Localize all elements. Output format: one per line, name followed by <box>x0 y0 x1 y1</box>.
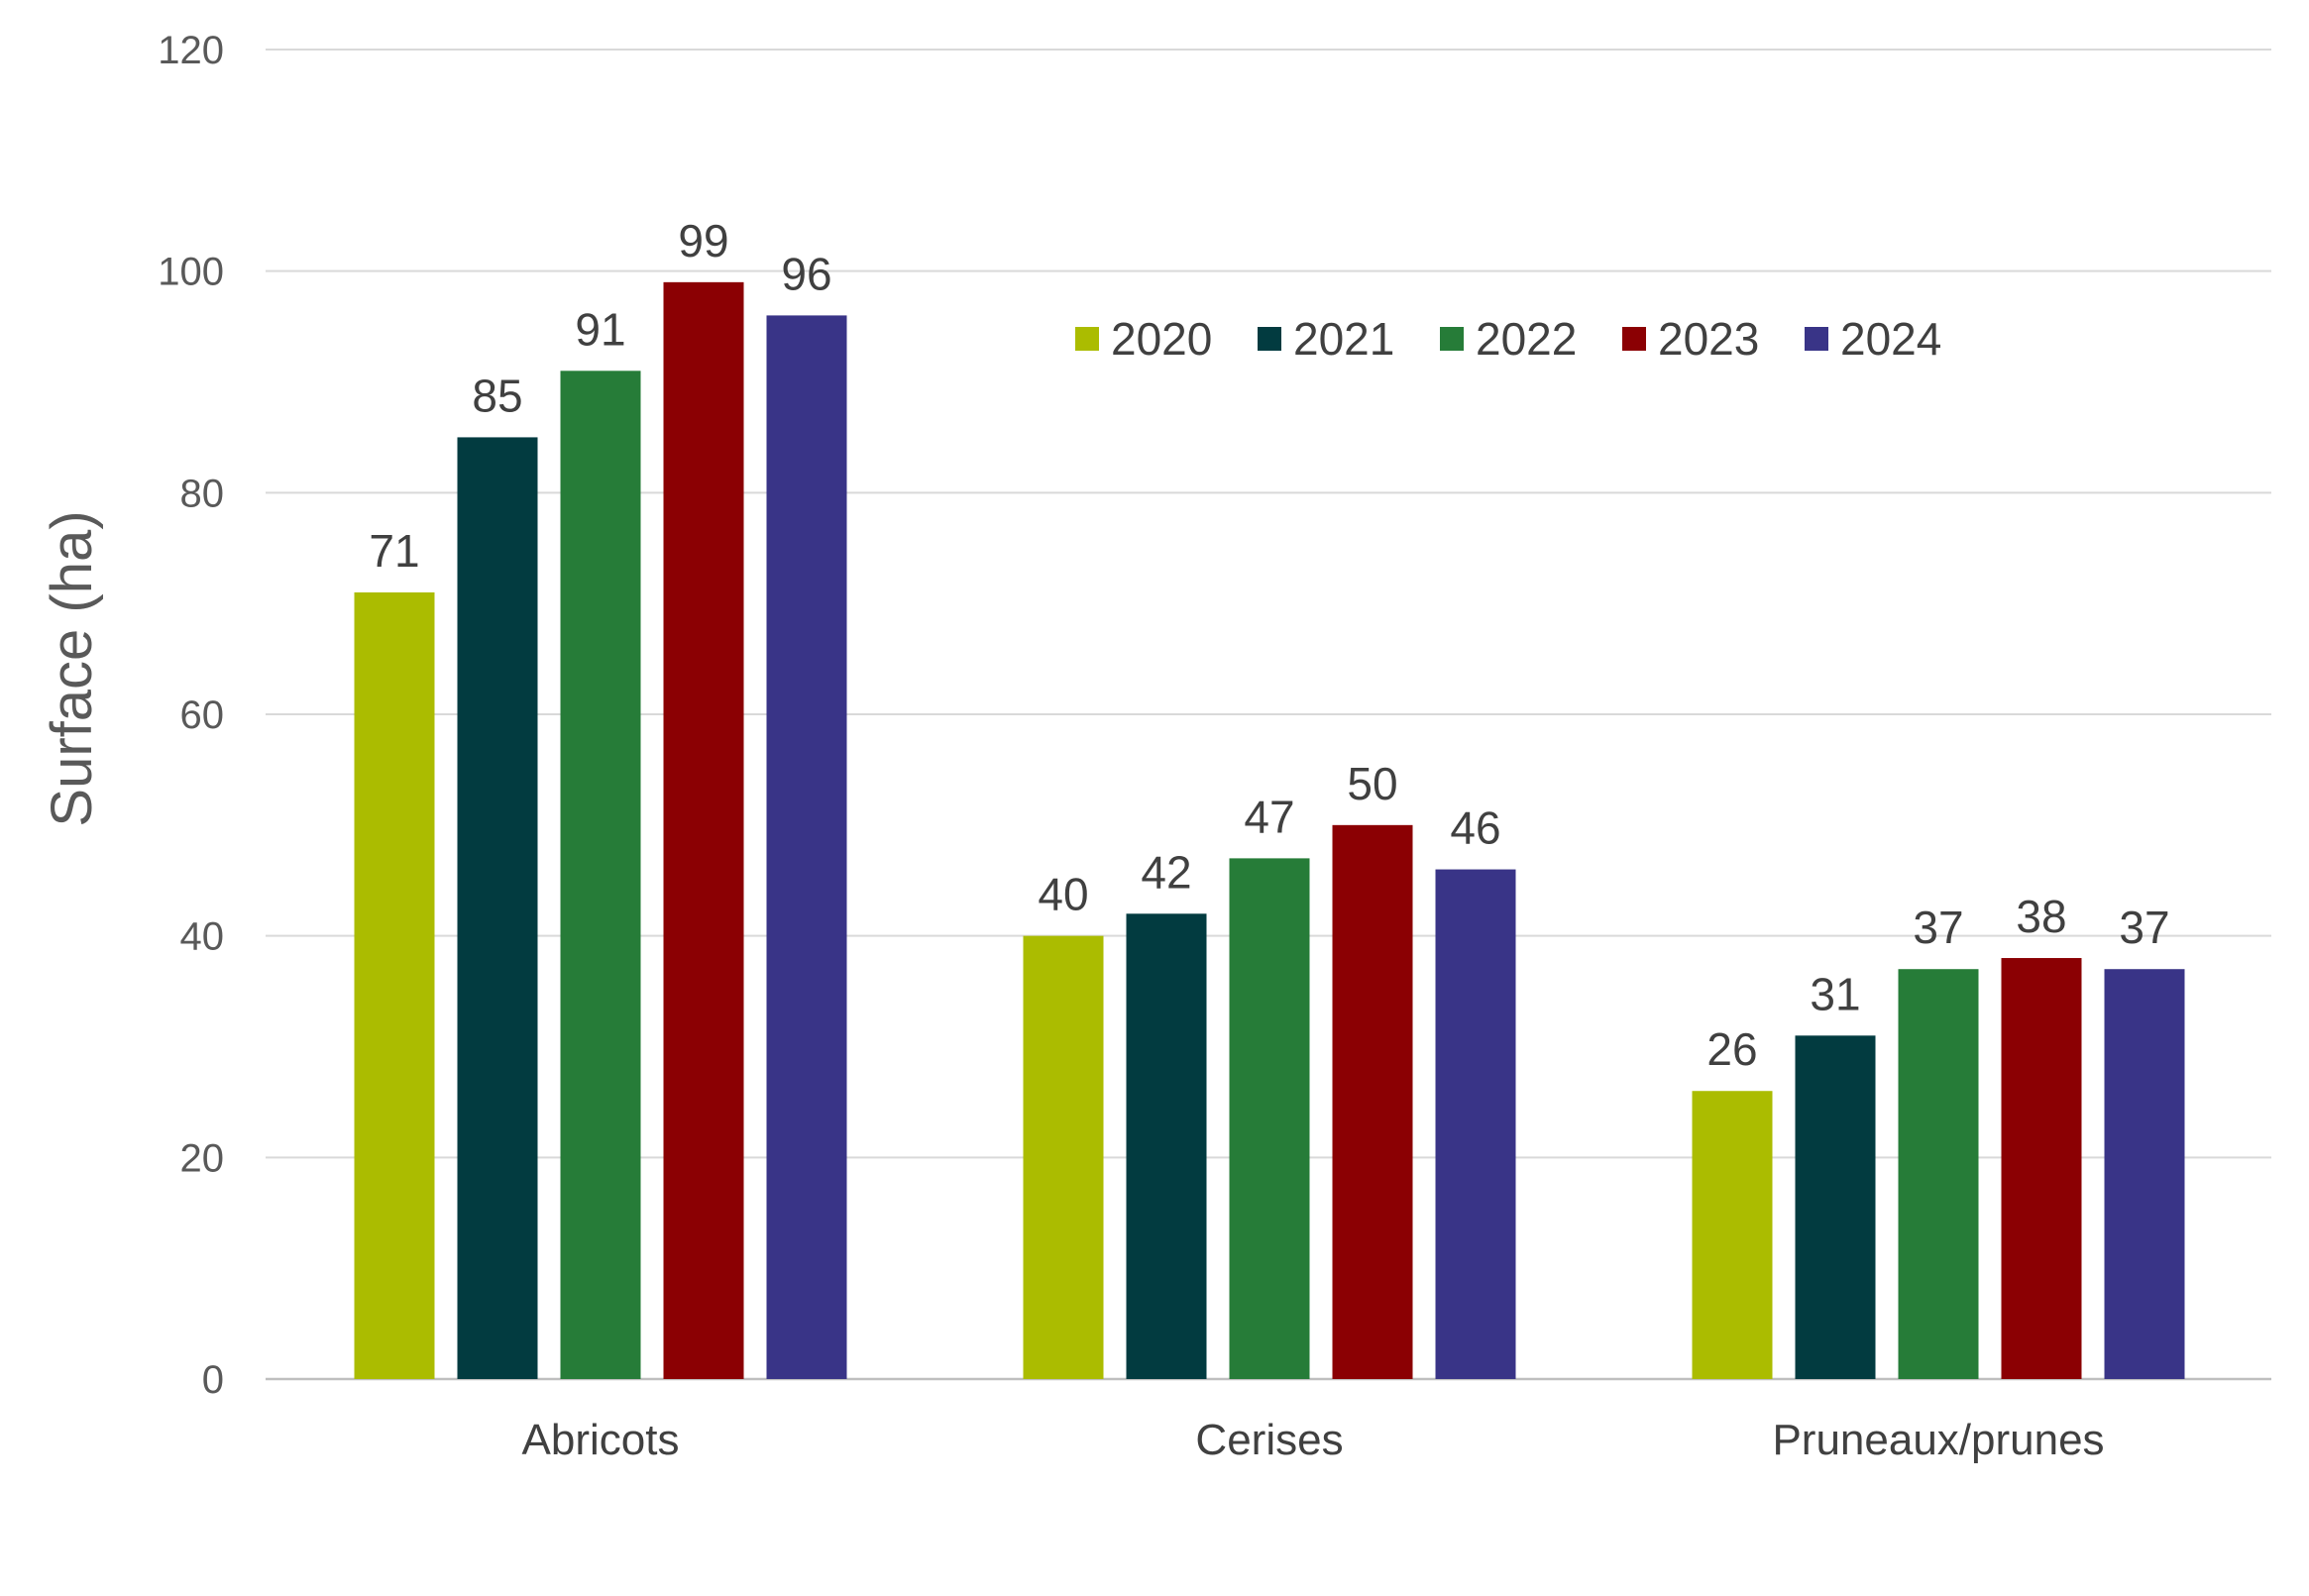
data-label: 26 <box>1706 1023 1757 1075</box>
y-tick-label: 60 <box>180 693 225 737</box>
y-tick-label: 100 <box>158 251 224 294</box>
data-label: 85 <box>472 370 522 421</box>
y-tick-label: 0 <box>202 1358 224 1402</box>
legend-swatch-2024 <box>1805 327 1828 351</box>
data-label: 50 <box>1347 758 1397 809</box>
data-label: 91 <box>575 303 625 355</box>
bar-abricots-2022 <box>560 371 641 1380</box>
data-label: 37 <box>2119 902 2169 953</box>
legend-label-2023: 2023 <box>1658 313 1759 365</box>
bar-cerises-2024 <box>1435 869 1516 1379</box>
legend-label-2022: 2022 <box>1476 313 1577 365</box>
bar-abricots-2024 <box>766 315 847 1379</box>
bar-abricots-2020 <box>354 591 435 1379</box>
bar-cerises-2020 <box>1023 935 1104 1379</box>
y-tick-label: 80 <box>180 472 225 515</box>
bar-pruneaux-prunes-2023 <box>2001 958 2082 1379</box>
data-label: 99 <box>678 215 728 266</box>
bar-cerises-2023 <box>1332 824 1413 1379</box>
bar-abricots-2021 <box>457 437 538 1380</box>
data-label: 38 <box>2016 891 2066 942</box>
x-category-label: Abricots <box>522 1416 680 1464</box>
legend-swatch-2021 <box>1258 327 1281 351</box>
bar-pruneaux-prunes-2020 <box>1692 1091 1773 1379</box>
bar-cerises-2021 <box>1126 913 1207 1379</box>
bar-pruneaux-prunes-2022 <box>1898 969 1979 1379</box>
data-label: 47 <box>1244 791 1294 842</box>
data-label: 37 <box>1913 902 1963 953</box>
bar-cerises-2022 <box>1229 858 1310 1379</box>
data-label: 42 <box>1141 846 1191 898</box>
y-axis-title: Surface (ha) <box>40 510 104 826</box>
legend: 2020 2021 2022 2023 2024 <box>1075 313 1941 365</box>
data-label: 40 <box>1038 869 1088 920</box>
y-tick-label: 120 <box>158 29 224 72</box>
data-label: 71 <box>369 525 419 577</box>
legend-swatch-2020 <box>1075 327 1099 351</box>
legend-swatch-2023 <box>1622 327 1646 351</box>
legend-swatch-2022 <box>1440 327 1464 351</box>
x-category-label: Pruneaux/prunes <box>1772 1416 2104 1464</box>
data-label: 96 <box>781 248 831 299</box>
y-tick-label: 20 <box>180 1136 225 1180</box>
x-category-label: Cerises <box>1195 1416 1343 1464</box>
legend-label-2024: 2024 <box>1840 313 1941 365</box>
x-axis-categories: Abricots Cerises Pruneaux/prunes <box>522 1416 2105 1464</box>
bar-abricots-2023 <box>663 281 744 1380</box>
bars <box>354 281 2185 1380</box>
legend-label-2020: 2020 <box>1111 313 1212 365</box>
data-labels: 71 85 91 99 96 40 42 47 50 46 26 31 37 38 37 <box>369 215 2169 1075</box>
bar-pruneaux-prunes-2024 <box>2104 969 2185 1379</box>
legend-label-2021: 2021 <box>1293 313 1394 365</box>
data-label: 31 <box>1810 968 1860 1019</box>
y-tick-label: 40 <box>180 915 225 959</box>
bar-pruneaux-prunes-2021 <box>1795 1035 1876 1379</box>
y-axis-ticks: 0 20 40 60 80 100 120 <box>158 29 224 1402</box>
data-label: 46 <box>1450 802 1500 854</box>
